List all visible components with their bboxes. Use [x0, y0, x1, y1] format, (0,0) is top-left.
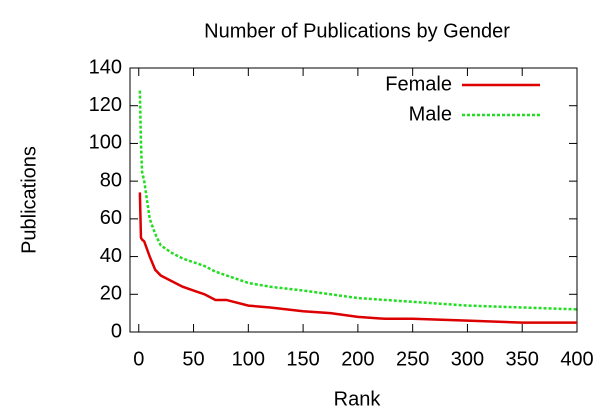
x-tick-label: 200	[341, 348, 374, 370]
series-line	[138, 90, 578, 311]
x-tick-label: 50	[182, 348, 204, 370]
x-tick-label: 350	[506, 348, 539, 370]
y-tick-label: 120	[89, 94, 122, 116]
x-tick-label: 100	[232, 348, 265, 370]
y-tick-label: 100	[89, 132, 122, 154]
legend-label: Female	[385, 73, 452, 95]
y-tick-label: 60	[100, 207, 122, 229]
x-tick-label: 250	[396, 348, 429, 370]
series-line	[138, 192, 577, 324]
x-tick-label: 0	[133, 348, 144, 370]
legend-label: Male	[409, 103, 452, 125]
y-tick-label: 20	[100, 283, 122, 305]
x-tick-label: 400	[560, 348, 593, 370]
plot-frame	[129, 67, 578, 333]
x-axis-label: Rank	[334, 388, 382, 410]
chart-title: Number of Publications by Gender	[204, 20, 510, 42]
x-tick-label: 150	[286, 348, 319, 370]
y-tick-label: 0	[111, 320, 122, 342]
y-axis-label: Publications	[18, 146, 40, 254]
y-tick-label: 40	[100, 245, 122, 267]
y-tick-label: 80	[100, 169, 122, 191]
y-tick-label: 140	[89, 56, 122, 78]
x-tick-label: 300	[451, 348, 484, 370]
